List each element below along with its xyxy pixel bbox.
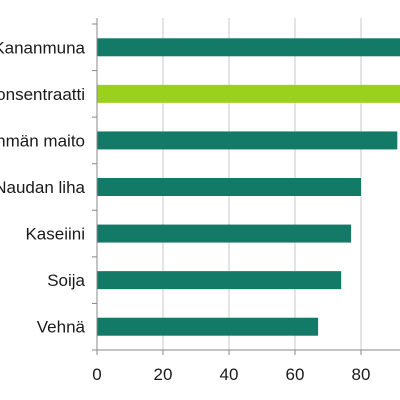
x-tick-label-60: 60 [286,365,305,384]
bar-0 [97,38,400,57]
bar-5 [97,271,342,290]
x-tick-label-0: 0 [92,365,101,384]
category-label-2: Lehmän maito [0,131,85,150]
category-labels: Kananmuna Heraproteiinikonsentraatti Lehmä… [0,38,86,336]
bar-3 [97,178,361,196]
category-label-0: Kananmuna [0,38,86,57]
x-tick-label-80: 80 [352,365,371,384]
x-tick-labels: 0 20 40 60 80 [92,365,370,384]
bar-4 [97,224,352,243]
bar-2 [97,131,398,150]
category-label-5: Soija [47,271,85,290]
category-label-1: Heraproteiinikonsentraatti [0,85,85,104]
bar-1 [97,84,400,103]
category-label-3: Naudan liha [0,178,86,197]
axes [92,18,400,355]
x-tick-label-40: 40 [220,365,239,384]
category-label-6: Vehnä [37,318,86,337]
bars [97,38,400,336]
category-label-4: Kaseiini [25,225,85,244]
bar-6 [97,317,319,336]
x-tick-label-20: 20 [154,365,173,384]
